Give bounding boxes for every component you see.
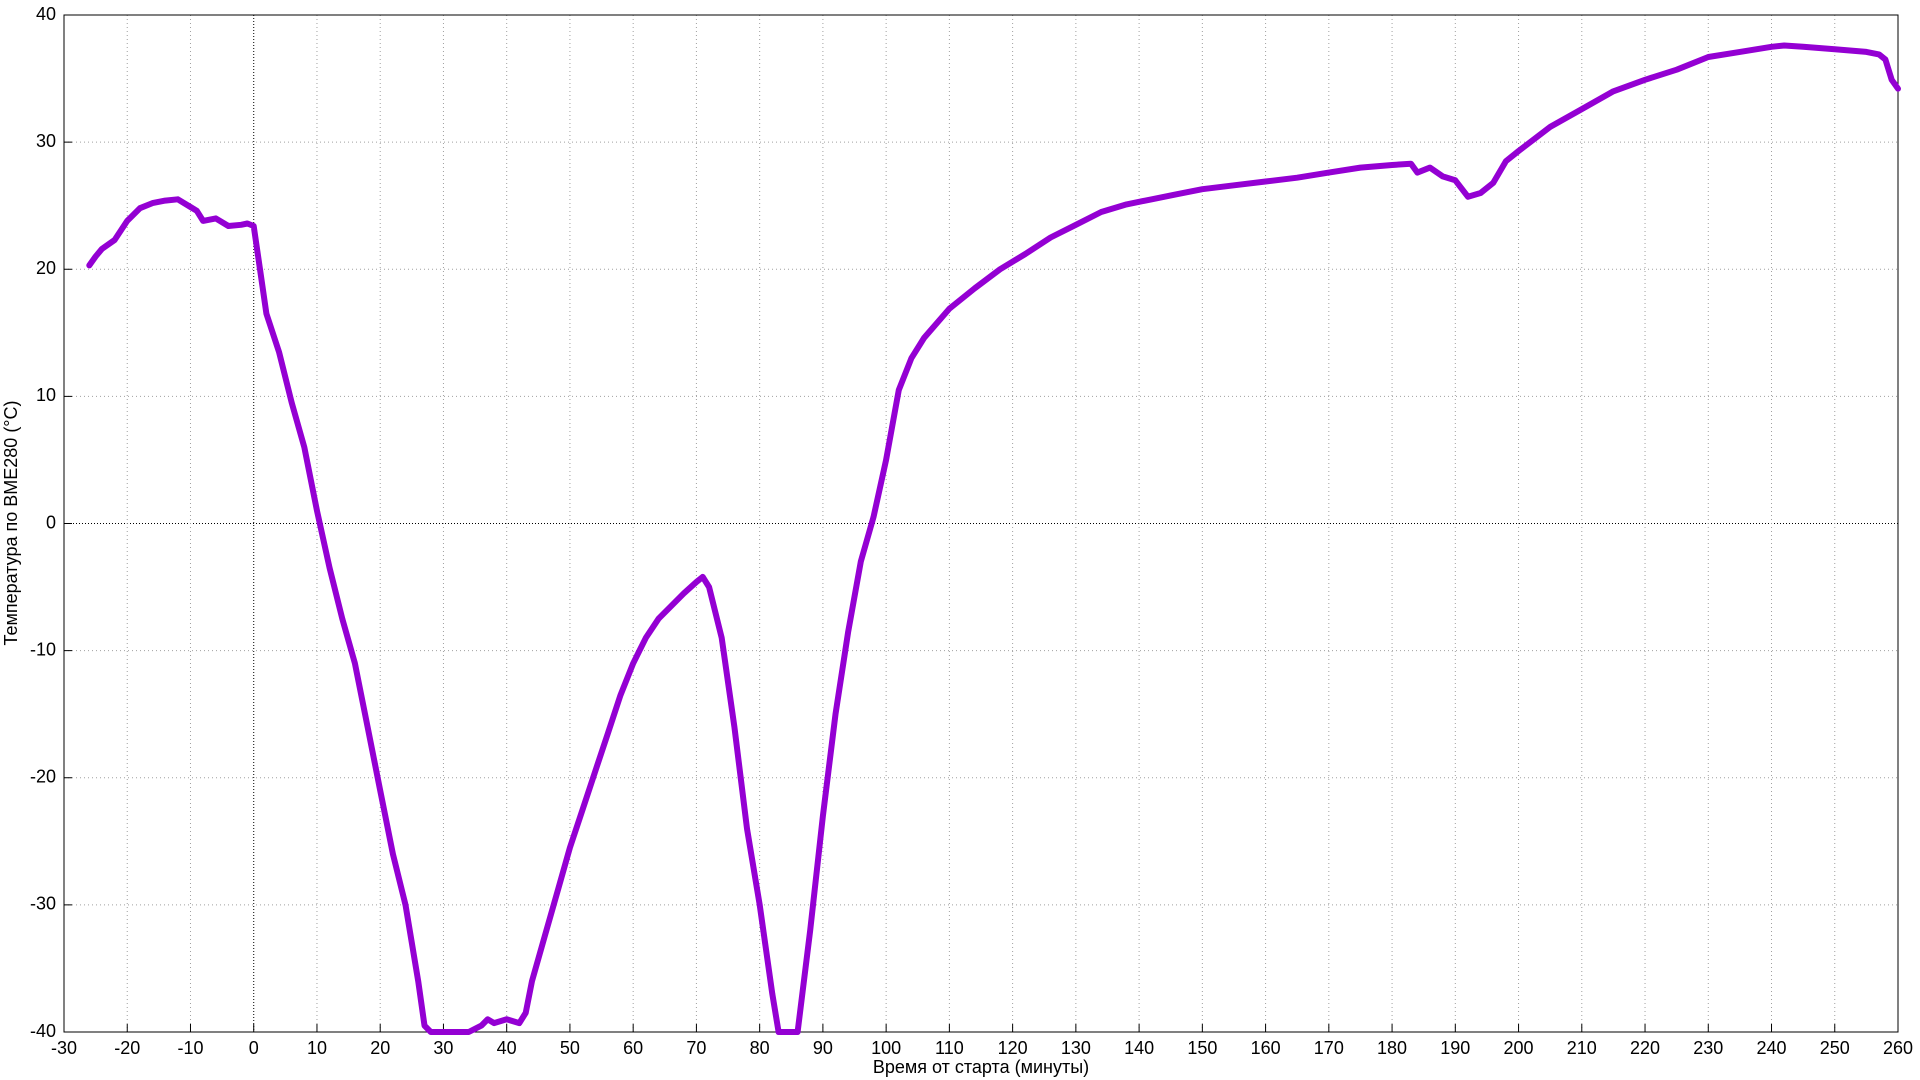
x-tick-label: 140 [1124,1038,1154,1058]
x-axis-label: Время от старта (минуты) [873,1057,1089,1077]
y-tick-label: -30 [30,894,56,914]
x-tick-label: -10 [177,1038,203,1058]
x-tick-label: 110 [935,1038,964,1058]
x-tick-label: 260 [1883,1038,1913,1058]
y-tick-label: -10 [30,639,56,659]
data-line [86,42,1901,1035]
x-tick-label: 60 [623,1038,643,1058]
y-tick-label: -20 [30,767,56,787]
y-tick-label: 40 [36,4,56,24]
x-tick-label: 90 [813,1038,833,1058]
x-tick-label: 100 [871,1038,901,1058]
y-tick-label: -40 [30,1021,56,1041]
x-tick-label: -20 [114,1038,140,1058]
x-tick-label: 240 [1756,1038,1786,1058]
x-tick-label: 220 [1630,1038,1660,1058]
x-tick-label: 0 [249,1038,259,1058]
x-tick-label: 170 [1314,1038,1344,1058]
x-tick-label: 80 [750,1038,770,1058]
y-axis-label: Температура по BME280 (°C) [1,400,21,645]
x-tick-label: 190 [1440,1038,1470,1058]
x-tick-label: 130 [1061,1038,1091,1058]
x-tick-label: 150 [1187,1038,1217,1058]
x-tick-label: 120 [998,1038,1028,1058]
plot-frame [63,14,1899,1033]
y-tick-label: 20 [36,258,56,278]
x-tick-label: 30 [433,1038,453,1058]
x-tick-label: 70 [686,1038,706,1058]
y-tick-label: 10 [36,385,56,405]
y-tick-label: 30 [36,131,56,151]
x-tick-label: 230 [1693,1038,1723,1058]
y-tick-label: 0 [46,512,56,532]
x-tick-label: 210 [1567,1038,1597,1058]
x-tick-label: 10 [307,1038,327,1058]
x-tick-label: 200 [1504,1038,1534,1058]
x-tick-label: -30 [51,1038,77,1058]
x-tick-label: 20 [370,1038,390,1058]
x-tick-label: 180 [1377,1038,1407,1058]
x-tick-label: 50 [560,1038,580,1058]
x-tick-label: 250 [1820,1038,1850,1058]
x-tick-label: 40 [497,1038,517,1058]
x-tick-label: 160 [1251,1038,1281,1058]
